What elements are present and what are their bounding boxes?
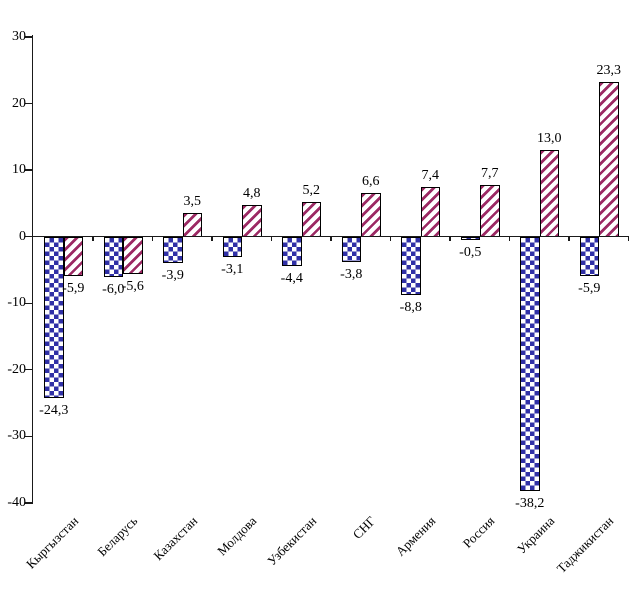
y-axis-tick [25, 369, 32, 371]
bar-crimson-stripe [361, 192, 381, 237]
value-label: -3,8 [340, 267, 363, 282]
y-axis-tick [25, 169, 32, 171]
bar-crimson-stripe [242, 204, 262, 237]
bar-blue-checker [401, 236, 421, 296]
value-label: -0,5 [459, 245, 482, 261]
value-label: 5,2 [302, 183, 321, 199]
value-label: -6,0 [102, 281, 125, 297]
y-axis-tick-label: 30 [12, 29, 26, 44]
value-label: 23,3 [596, 62, 622, 78]
value-label: 13,0 [537, 131, 562, 147]
x-axis-tick [389, 236, 392, 242]
bar-crimson-stripe [301, 202, 321, 237]
y-axis-tick [25, 502, 32, 504]
x-axis-tick [211, 236, 213, 242]
y-axis-tick-label: 0 [19, 228, 26, 244]
y-axis-tick [25, 36, 32, 38]
bar-crimson-stripe [63, 236, 83, 276]
y-axis-tick-label: -30 [7, 428, 26, 444]
value-label: 3,5 [183, 194, 202, 210]
x-axis-tick [449, 236, 451, 242]
bar-blue-checker [163, 236, 183, 263]
bar-crimson-stripe [599, 81, 619, 237]
x-axis-tick [92, 236, 94, 242]
y-axis-tick [25, 302, 32, 304]
x-axis-tick [270, 236, 273, 242]
value-label: -8,8 [399, 300, 422, 316]
x-axis-tick [508, 236, 511, 242]
value-label: -5,9 [578, 280, 601, 296]
bar-crimson-stripe [539, 150, 559, 237]
y-axis-tick [25, 102, 32, 105]
bar-blue-checker [44, 236, 64, 399]
bar-blue-checker [103, 236, 123, 277]
value-label: -24,3 [39, 403, 69, 419]
bar-blue-checker [282, 236, 302, 266]
bar-blue-checker [520, 236, 540, 491]
value-label: -3,1 [221, 262, 244, 278]
x-axis-tick [568, 236, 570, 242]
bar-crimson-stripe [420, 187, 440, 237]
value-label: 4,8 [243, 185, 261, 201]
x-axis-tick [151, 236, 154, 242]
value-label: -5,6 [121, 278, 144, 294]
bar-crimson-stripe [182, 213, 202, 237]
y-axis-tick-label: -40 [7, 495, 26, 510]
y-axis-line [31, 35, 33, 504]
y-axis-tick-label: -20 [7, 361, 26, 377]
y-axis-tick [25, 235, 32, 238]
bar-blue-checker [341, 236, 361, 262]
bar-blue-checker [222, 236, 242, 258]
x-axis-tick [330, 236, 332, 242]
value-label: -3,9 [161, 267, 184, 283]
x-axis-zero-line [31, 235, 629, 238]
y-axis-tick [25, 435, 32, 438]
y-axis-tick-label: -10 [7, 295, 26, 311]
y-axis-tick-label: 20 [12, 95, 26, 111]
value-label: 7,4 [421, 168, 440, 184]
bar-crimson-stripe [480, 185, 500, 237]
value-label: -5,9 [62, 280, 85, 296]
y-axis-tick-label: 10 [12, 162, 26, 178]
bar-blue-checker [579, 236, 599, 276]
value-label: -4,4 [280, 271, 303, 286]
value-label: 7,7 [481, 166, 499, 182]
value-label: 6,6 [362, 173, 380, 189]
x-axis-tick [627, 236, 630, 242]
value-label: -38,2 [515, 496, 545, 512]
bar-crimson-stripe [123, 236, 143, 274]
